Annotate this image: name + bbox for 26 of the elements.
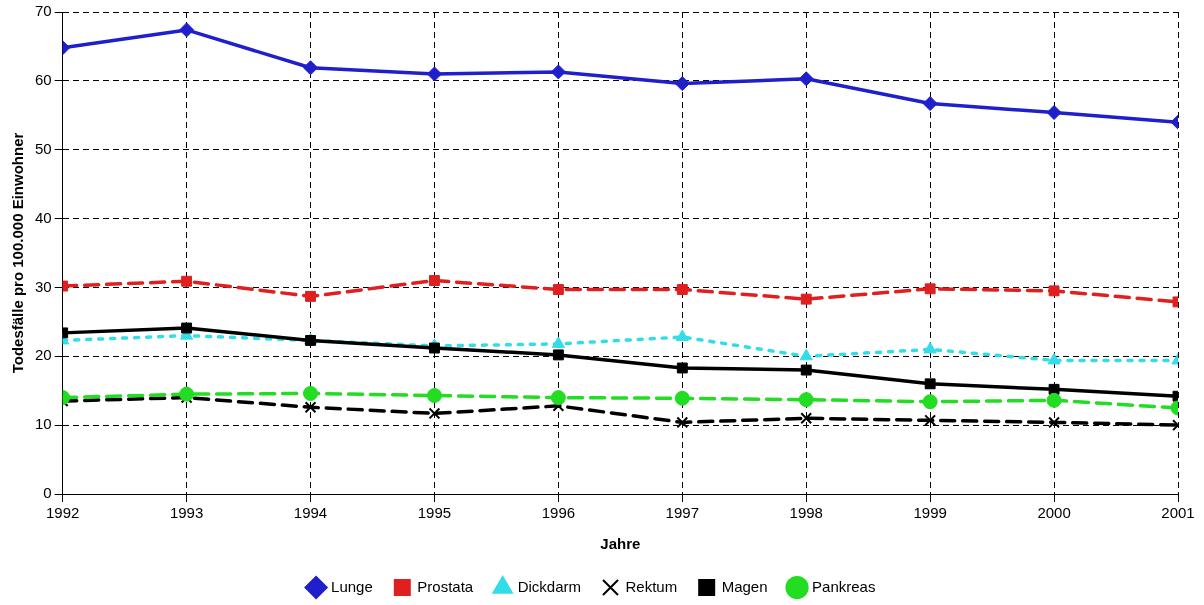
y-tick-label: 20: [35, 346, 52, 364]
x-tick-label: 2001: [1161, 504, 1195, 522]
y-tick-label: 70: [35, 2, 52, 20]
y-tick-label: 10: [35, 415, 52, 433]
legend-label: Pankreas: [812, 577, 876, 595]
legend-label: Lunge: [331, 577, 373, 595]
y-tick-label: 30: [35, 277, 52, 295]
y-tick-label: 0: [43, 484, 52, 502]
x-tick-label: 2000: [1037, 504, 1071, 522]
y-tick-label: 40: [35, 208, 52, 226]
x-tick-label: 1996: [541, 504, 576, 522]
x-tick-label: 1994: [293, 504, 328, 522]
x-tick-label: 1998: [789, 504, 823, 522]
x-tick-label: 1995: [417, 504, 452, 522]
x-tick-label: 1999: [913, 504, 947, 522]
legend-label: Prostata: [417, 577, 474, 595]
legend-label: Rektum: [625, 577, 678, 595]
x-tick-label: 1997: [665, 504, 699, 522]
y-axis-title: Todesfälle pro 100.000 Einwohner: [9, 132, 27, 374]
y-tick-label: 60: [35, 71, 52, 88]
x-tick-label: 1993: [169, 504, 204, 522]
legend-label: Magen: [721, 577, 768, 595]
y-tick-label: 50: [35, 139, 52, 157]
x-tick-label: 1992: [46, 504, 80, 522]
x-axis-title: Jahre: [600, 535, 641, 553]
legend-label: Dickdarm: [517, 577, 581, 595]
